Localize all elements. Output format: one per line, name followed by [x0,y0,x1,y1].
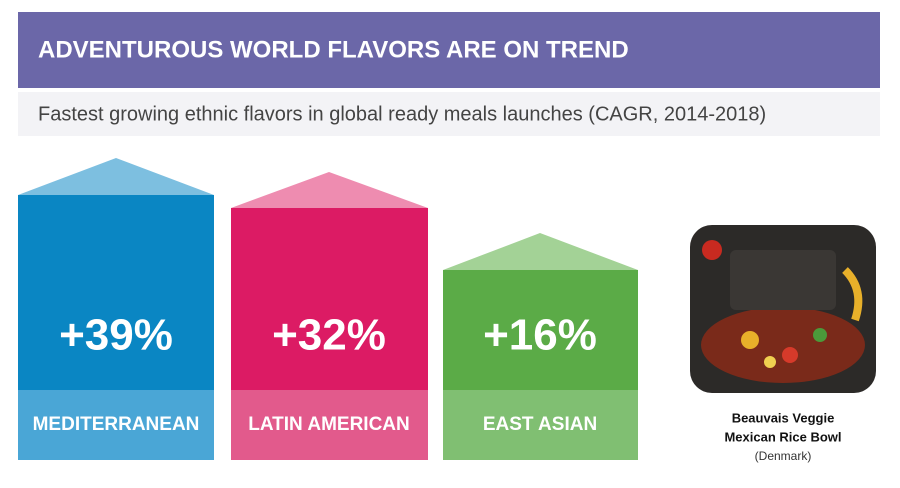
roof [443,233,638,270]
flavor-label: MEDITERRANEAN [33,414,200,435]
roof [231,172,428,208]
growth-value: +32% [272,311,386,360]
title: ADVENTUROUS WORLD FLAVORS ARE ON TREND [38,36,629,63]
growth-value: +16% [483,311,597,360]
flavor-label: LATIN AMERICAN [248,414,409,435]
label-band [18,390,214,460]
product-name: Mexican Rice Bowl [724,429,841,444]
subtitle: Fastest growing ethnic flavors in global… [38,103,766,125]
roof [18,158,214,195]
flavor-label: EAST ASIAN [483,414,597,435]
label-band [231,390,428,460]
label-band [443,390,638,460]
column [443,270,638,390]
column [18,195,214,390]
growth-value: +39% [59,311,173,360]
product-country: (Denmark) [755,449,812,463]
subtitle-band [18,92,880,136]
column [231,208,428,390]
product-image [690,225,876,393]
product-name: Beauvais Veggie [732,410,835,425]
header-band [18,12,880,88]
